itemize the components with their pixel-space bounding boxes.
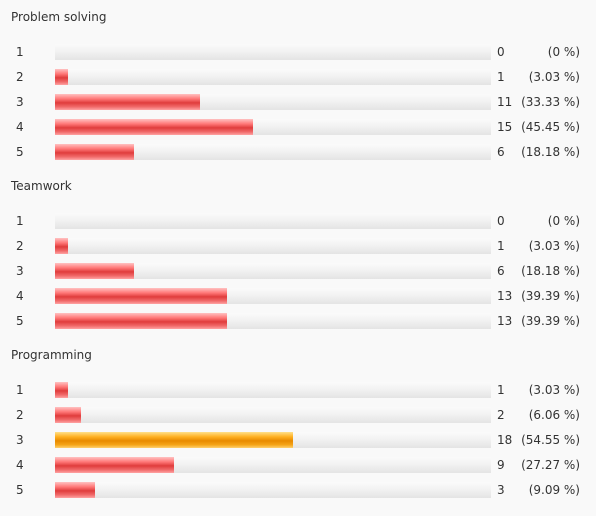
bar-row: 5 6 (18.18 %) [0,144,596,160]
bar-track [55,313,491,329]
bar-percent: (27.27 %) [521,458,580,472]
bar-count: 6 [497,264,505,278]
bar-track [55,44,491,60]
bar-percent: (39.39 %) [521,314,580,328]
bar-fill [55,382,68,398]
bar-count: 1 [497,70,505,84]
rating-label: 3 [16,264,36,278]
bar-percent: (18.18 %) [521,264,580,278]
bar-count: 1 [497,383,505,397]
rating-label: 1 [16,383,36,397]
section-title: Problem solving [11,10,106,24]
bar-fill [55,119,253,135]
bar-fill [55,263,134,279]
rating-label: 2 [16,408,36,422]
bar-percent: (33.33 %) [521,95,580,109]
bar-fill [55,94,200,110]
bar-row: 5 3 (9.09 %) [0,482,596,498]
bar-track [55,457,491,473]
rating-label: 2 [16,239,36,253]
rating-label: 5 [16,314,36,328]
bar-track [55,94,491,110]
bar-count: 0 [497,214,505,228]
bar-row: 1 0 (0 %) [0,44,596,60]
bar-percent: (0 %) [548,45,580,59]
bar-row: 4 13 (39.39 %) [0,288,596,304]
bar-percent: (18.18 %) [521,145,580,159]
bar-count: 0 [497,45,505,59]
bar-fill [55,432,293,448]
bar-row: 2 1 (3.03 %) [0,69,596,85]
bar-track [55,119,491,135]
bar-track [55,382,491,398]
bar-track [55,432,491,448]
bar-track [55,69,491,85]
bar-fill [55,407,81,423]
rating-label: 1 [16,214,36,228]
rating-label: 3 [16,95,36,109]
bar-fill [55,288,227,304]
bar-track [55,288,491,304]
rating-label: 5 [16,145,36,159]
bar-row: 1 0 (0 %) [0,213,596,229]
bar-track [55,144,491,160]
bar-percent: (45.45 %) [521,120,580,134]
bar-track [55,263,491,279]
rating-label: 4 [16,120,36,134]
rating-label: 5 [16,483,36,497]
bar-row: 4 15 (45.45 %) [0,119,596,135]
bar-fill [55,313,227,329]
bar-percent: (39.39 %) [521,289,580,303]
bar-percent: (3.03 %) [529,239,580,253]
bar-track [55,238,491,254]
bar-count: 18 [497,433,512,447]
rating-label: 1 [16,45,36,59]
bar-count: 9 [497,458,505,472]
bar-row: 3 6 (18.18 %) [0,263,596,279]
rating-label: 4 [16,289,36,303]
bar-row: 3 18 (54.55 %) [0,432,596,448]
section-title: Teamwork [11,179,72,193]
bar-fill [55,457,174,473]
bar-count: 2 [497,408,505,422]
bar-row: 1 1 (3.03 %) [0,382,596,398]
bar-percent: (3.03 %) [529,383,580,397]
bar-percent: (6.06 %) [529,408,580,422]
bar-count: 13 [497,289,512,303]
bar-fill [55,69,68,85]
bar-track [55,407,491,423]
rating-label: 2 [16,70,36,84]
bar-percent: (3.03 %) [529,70,580,84]
bar-count: 13 [497,314,512,328]
section-title: Programming [11,348,92,362]
bar-count: 1 [497,239,505,253]
bar-row: 4 9 (27.27 %) [0,457,596,473]
bar-row: 3 11 (33.33 %) [0,94,596,110]
bar-count: 11 [497,95,512,109]
bar-track [55,482,491,498]
bar-row: 5 13 (39.39 %) [0,313,596,329]
bar-percent: (0 %) [548,214,580,228]
rating-label: 3 [16,433,36,447]
bar-percent: (9.09 %) [529,483,580,497]
bar-count: 3 [497,483,505,497]
bar-fill [55,238,68,254]
bar-count: 6 [497,145,505,159]
bar-fill [55,144,134,160]
bar-count: 15 [497,120,512,134]
bar-fill [55,482,95,498]
bar-percent: (54.55 %) [521,433,580,447]
bar-row: 2 2 (6.06 %) [0,407,596,423]
bar-track [55,213,491,229]
rating-label: 4 [16,458,36,472]
bar-row: 2 1 (3.03 %) [0,238,596,254]
